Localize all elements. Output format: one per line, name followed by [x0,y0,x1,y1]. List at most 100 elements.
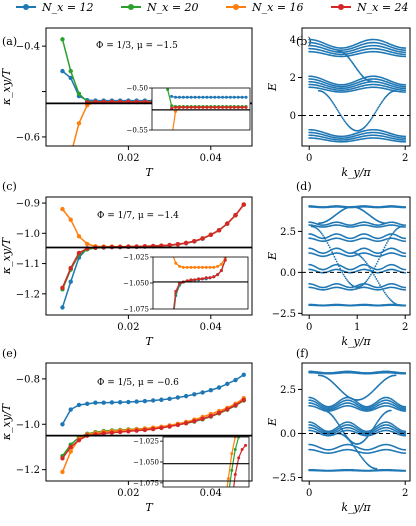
edge-state-point [368,266,371,268]
edge-state-point [381,100,384,103]
edge-state-point [388,238,391,240]
edge-state-point [325,240,328,242]
edge-state-point [328,246,331,249]
edge-state-point [366,278,369,281]
data-point-Nx12 [208,388,213,393]
x-tick-label: 0.04 [200,322,222,333]
edge-state-point [352,444,355,447]
inset-y-tick-label: −1.075 [133,479,159,487]
panel-label-e: (e) [2,347,17,360]
inset-y-tick-label: −0.55 [127,127,148,135]
edge-state-point [349,440,352,443]
edge-state-point [324,238,327,240]
edge-state-point [327,244,330,247]
data-point-Nx12 [109,400,115,405]
edge-state-point [379,103,382,106]
inset-point-Nx20 [171,323,174,326]
band-point [404,206,407,208]
edge-state-point [374,275,377,278]
edge-state-point [344,121,347,124]
edge-state-point [360,455,362,458]
inset-point-Nx24 [200,277,204,281]
x-tick-label: 0.02 [117,488,139,499]
edge-state-point [394,374,397,377]
band-point [404,140,407,143]
data-point-Nx24 [68,265,73,271]
data-point-Nx24 [167,242,172,248]
edge-state-point [386,295,389,297]
data-point-Nx24 [183,240,189,246]
inset-point-Nx16 [181,265,185,269]
edge-state-point [338,265,340,268]
data-point-Nx24 [60,456,65,461]
edge-state-point [373,267,376,270]
spectrum [308,38,407,143]
edge-state-point [375,467,378,470]
data-point-Nx24 [225,407,230,412]
edge-state-point [370,80,373,83]
data-point-Nx12 [68,75,73,81]
band-point [404,448,407,451]
y-tick-label: −0.4 [16,42,40,53]
edge-state-point [333,255,336,258]
data-point-Nx12 [126,399,131,405]
inset-point-Nx12 [244,95,248,99]
inset-point-Nx24 [171,321,174,324]
inset-point-Nx16 [212,265,216,269]
data-point-Nx24 [60,285,65,290]
inset-point-Nx24 [177,105,181,109]
inset-background [152,88,250,130]
panel-label-c: (c) [2,180,17,193]
band-point [404,53,407,56]
x-tick-label: 0.02 [117,153,139,164]
data-point-Nx12 [150,398,156,403]
edge-state-point [341,271,344,274]
x-axis-label: k_y/π [341,166,371,179]
edge-state-point [374,423,377,426]
inset-point-Nx12 [201,95,205,99]
inset: −1.025 −1.050 −1.075 [133,436,250,488]
band-point [404,372,407,374]
x-axis-label: T [145,335,154,348]
data-point-Nx16 [76,234,82,239]
inset-point-Nx12 [193,95,197,99]
x-tick-label: 0.04 [200,488,222,499]
x-tick-label: 2 [402,488,408,499]
edge-state-point [326,242,329,244]
inset-point-Nx24 [197,277,201,281]
edge-state-point [385,293,387,296]
edge-state-point [336,108,338,111]
data-point-Nx24 [233,403,238,408]
inset-point-Nx16 [226,477,230,481]
data-point-Nx24 [101,431,106,436]
inset-point-Nx24 [244,105,248,109]
plot-frame [301,196,411,316]
x-axis-label: T [145,501,154,514]
edge-state-point [353,446,356,448]
band-point [404,452,407,455]
band-point [404,410,407,412]
edge-state-point [384,244,387,247]
inset-point-Nx12 [224,95,228,99]
inset-point-Nx16 [200,265,204,269]
edge-state-point [399,304,402,307]
data-point-Nx24 [142,427,148,433]
inset-y-tick-label: −1.050 [133,459,159,467]
edge-state-point [383,291,386,294]
data-point-Nx12 [101,400,106,405]
inset-point-Nx24 [221,105,225,109]
inset-point-Nx12 [185,95,189,99]
inset-point-Nx24 [185,105,189,109]
inset-point-Nx16 [230,452,234,456]
data-point-Nx24 [233,212,238,218]
inset-point-Nx24 [209,105,213,109]
data-point-Nx12 [159,397,164,402]
data-point-Nx12 [93,400,98,405]
inset-point-Nx24 [212,275,216,279]
edge-state-point [389,299,392,302]
inset-point-Nx24 [174,289,178,293]
inset-point-Nx12 [205,95,209,99]
edge-state-point [380,253,383,256]
edge-state-point [340,269,343,272]
data-point-Nx24 [134,428,139,433]
